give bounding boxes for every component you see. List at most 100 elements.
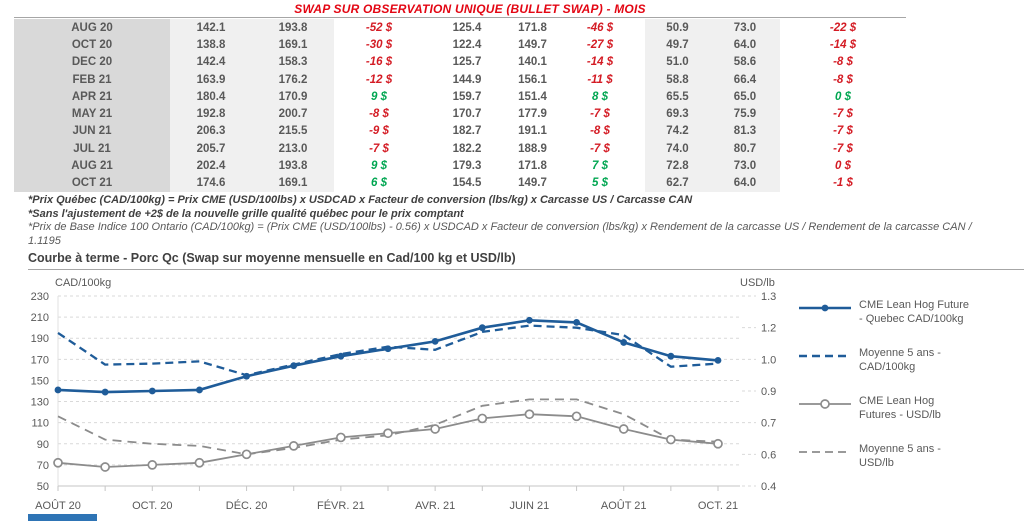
data-point-marker	[478, 324, 486, 332]
table-cell-price: 62.7	[645, 174, 710, 192]
legend-sample-dashed-line	[799, 354, 851, 358]
table-cell-diff: -8 $	[833, 73, 853, 86]
table-cell-price: 205.7	[170, 140, 252, 158]
footnote-adjustment: *Sans l'ajustement de +2$ de la nouvelle…	[28, 207, 464, 220]
table-cell-price: 80.7	[710, 140, 780, 158]
table-cell-price: 58.6	[710, 53, 780, 71]
right-axis-tick-label: 1.3	[761, 291, 776, 303]
table-cell-diff: -14 $	[586, 56, 614, 69]
table-cell-price: 170.7	[452, 108, 482, 121]
table-cell-diff: -12 $	[365, 73, 393, 86]
next-table-header-cutoff	[28, 514, 97, 521]
table-cell-diff: -7 $	[833, 142, 853, 155]
table-cell-price: 159.7	[452, 90, 482, 103]
table-cell-price: 156.1	[518, 73, 547, 86]
table-cell-month: OCT 21	[14, 174, 170, 192]
legend-sample-line-marker	[799, 399, 851, 409]
data-point-marker	[714, 356, 722, 364]
table-cell-price: 51.0	[645, 53, 710, 71]
table-cell-price: 142.4	[170, 53, 252, 71]
table-cell-diff: 8 $	[592, 90, 608, 103]
legend-label: Moyenne 5 ans - CAD/100kg	[859, 347, 941, 373]
table-cell-price: 72.8	[645, 157, 710, 175]
x-axis-tick-label: JUIN 21	[510, 500, 550, 512]
table-cell-diff: 6 $	[371, 177, 387, 190]
table-cell-price: 193.8	[252, 157, 334, 175]
left-axis-title: CAD/100kg	[55, 277, 111, 289]
legend-label: Moyenne 5 ans - USD/lb	[859, 443, 941, 469]
data-point-marker	[526, 316, 533, 324]
table-cell-price: 49.7	[645, 36, 710, 54]
table-cell-price: 125.7	[452, 56, 482, 69]
table-cell-diff: -7 $	[833, 108, 853, 121]
legend-label: CME Lean Hog Futures - USD/lb	[859, 395, 941, 421]
table-cell-diff: 7 $	[592, 160, 608, 173]
title-rule	[14, 17, 906, 18]
table-cell-price: 179.3	[452, 160, 482, 173]
right-axis-tick-label: 0.4	[761, 481, 776, 493]
data-point-marker	[100, 462, 110, 472]
table-cell-diff: -22 $	[829, 21, 857, 34]
table-cell-price: 151.4	[518, 90, 547, 103]
table-cell-diff: -14 $	[829, 38, 857, 51]
data-point-marker	[53, 457, 63, 468]
table-cell-price: 158.3	[252, 53, 334, 71]
table-cell-diff: -11 $	[587, 73, 613, 86]
table-cell-month: AUG 20	[14, 19, 170, 37]
table-cell-month: AUG 21	[14, 157, 170, 175]
table-cell-diff: -7 $	[590, 108, 610, 121]
x-axis-tick-label: OCT. 20	[132, 500, 172, 512]
table-cell-price: 170.9	[252, 88, 334, 106]
table-cell-price: 177.9	[518, 108, 547, 121]
left-axis-tick-label: 230	[31, 291, 49, 303]
table-cell-price: 202.4	[170, 157, 252, 175]
data-point-marker	[667, 352, 675, 360]
data-point-marker	[573, 318, 580, 326]
table-cell-diff: -52 $	[365, 21, 393, 34]
data-point-marker	[713, 438, 723, 449]
data-point-marker	[336, 432, 346, 443]
table-cell-diff: -30 $	[365, 38, 393, 51]
series-line-2	[57, 413, 719, 468]
table-cell-month: OCT 20	[14, 36, 170, 54]
table-cell-price: 171.8	[518, 21, 547, 34]
table-cell-price: 182.7	[452, 125, 482, 138]
table-cell-diff: 0 $	[835, 90, 851, 103]
data-point-marker	[194, 457, 205, 468]
data-point-marker	[243, 372, 250, 380]
table-cell-diff: -16 $	[365, 56, 393, 69]
table-cell-diff: -1 $	[833, 177, 853, 190]
data-point-marker	[337, 352, 345, 360]
table-cell-diff: -8 $	[833, 56, 853, 69]
table-cell-month: MAY 21	[14, 105, 170, 123]
x-axis-tick-label: FÉVR. 21	[317, 499, 365, 512]
table-cell-diff: 0 $	[835, 160, 851, 173]
data-point-marker	[288, 441, 299, 451]
x-axis-tick-label: AOÛT 21	[601, 499, 647, 512]
footnotes: *Prix Québec (CAD/100kg) = Prix CME (USD…	[28, 194, 993, 248]
table-cell-price: 65.5	[645, 88, 710, 106]
data-point-marker	[477, 413, 488, 424]
table-cell-price: 163.9	[170, 70, 252, 89]
footnote-quebec-formula: *Prix Québec (CAD/100kg) = Prix CME (USD…	[28, 194, 693, 206]
table-cell-price: 169.1	[252, 36, 334, 54]
data-point-marker	[147, 460, 158, 470]
left-axis-tick-label: 110	[31, 418, 49, 430]
data-point-marker	[430, 424, 440, 434]
right-axis-tick-label: 1.0	[761, 354, 776, 366]
data-point-marker	[196, 386, 203, 394]
data-point-marker	[383, 428, 393, 439]
data-point-marker	[54, 386, 62, 394]
table-cell-price: 171.8	[518, 160, 547, 173]
table-cell-price: 58.8	[645, 70, 710, 89]
data-point-marker	[666, 434, 676, 445]
table-cell-month: DEC 20	[14, 53, 170, 71]
table-cell-diff: 9 $	[371, 90, 387, 103]
report-title: SWAP SUR OBSERVATION UNIQUE (BULLET SWAP…	[294, 2, 646, 16]
table-cell-price: 138.8	[170, 36, 252, 54]
right-axis-tick-label: 0.6	[761, 449, 776, 461]
table-cell-month: FEB 21	[14, 70, 170, 89]
chart-plot-area: CAD/100kg USD/lb 230 210 190 170 150 130 110 90 70…	[31, 277, 777, 512]
table-cell-price: 142.1	[170, 19, 252, 37]
data-point-marker	[571, 411, 582, 422]
